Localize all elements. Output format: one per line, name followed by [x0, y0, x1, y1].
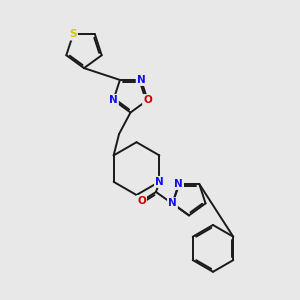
Text: N: N [155, 177, 164, 187]
Text: N: N [168, 198, 177, 208]
Text: N: N [174, 179, 183, 189]
Text: O: O [143, 95, 152, 105]
Text: O: O [137, 196, 146, 206]
Text: N: N [109, 95, 118, 105]
Text: N: N [109, 95, 118, 105]
Text: N: N [174, 179, 183, 189]
Text: N: N [137, 75, 146, 85]
Text: N: N [155, 177, 164, 187]
Text: O: O [137, 196, 146, 206]
Text: N: N [168, 198, 177, 208]
Text: N: N [137, 75, 146, 85]
Text: S: S [69, 29, 77, 40]
Text: S: S [69, 29, 77, 40]
Text: O: O [143, 95, 152, 105]
